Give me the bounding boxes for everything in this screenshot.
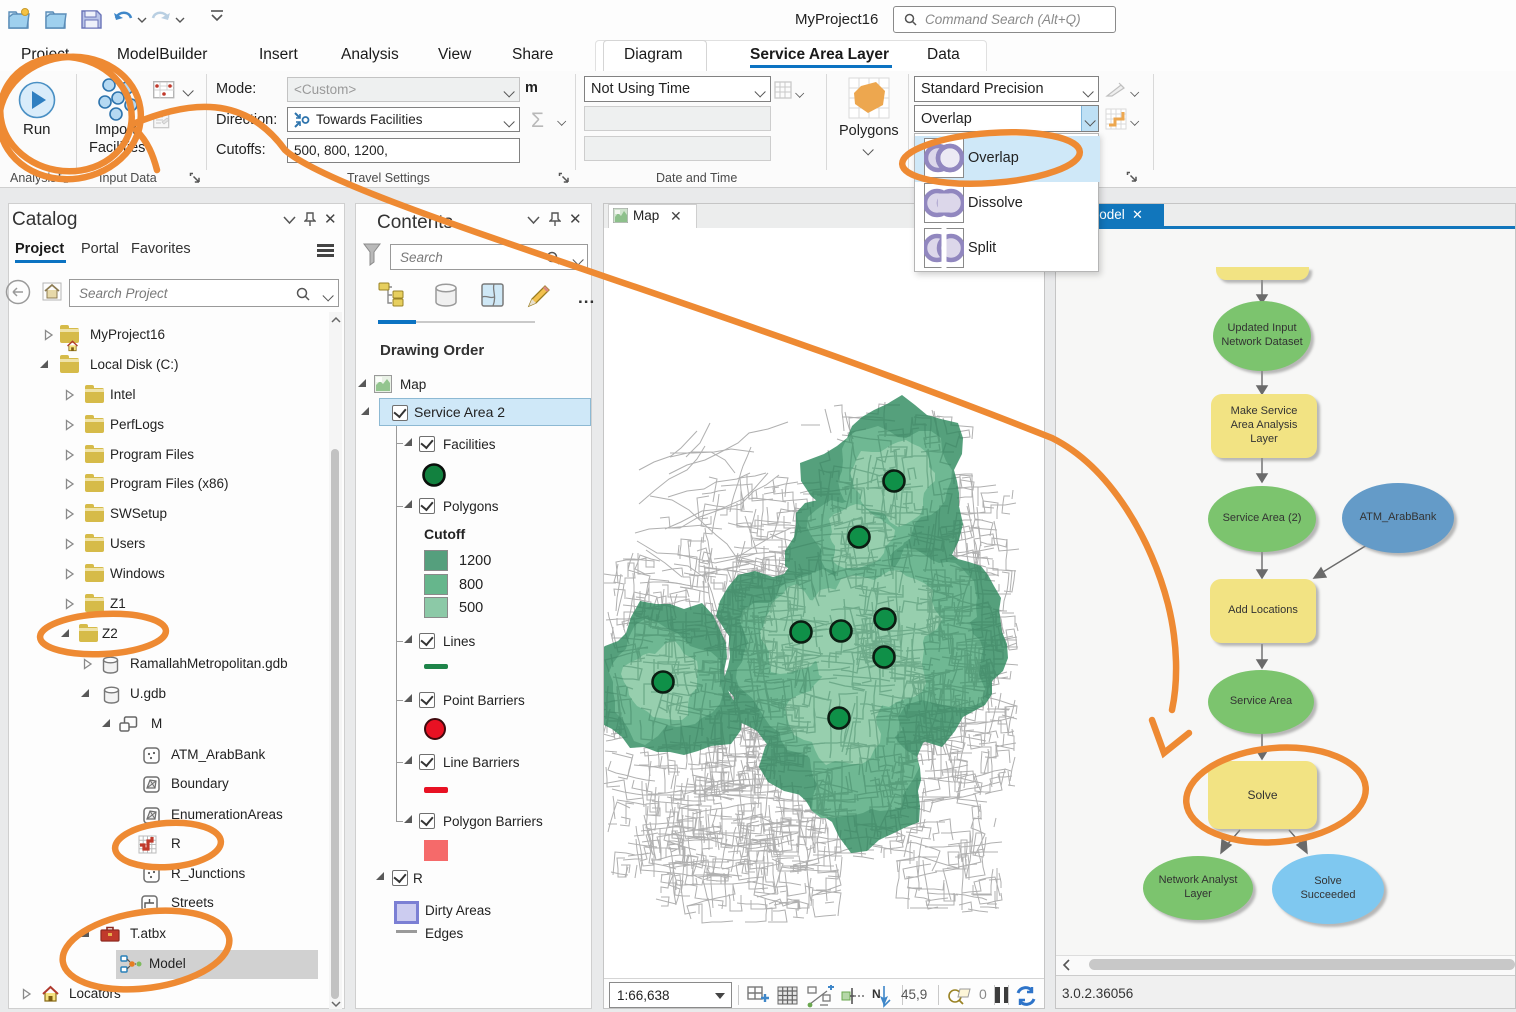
- svg-text:N: N: [872, 987, 881, 1001]
